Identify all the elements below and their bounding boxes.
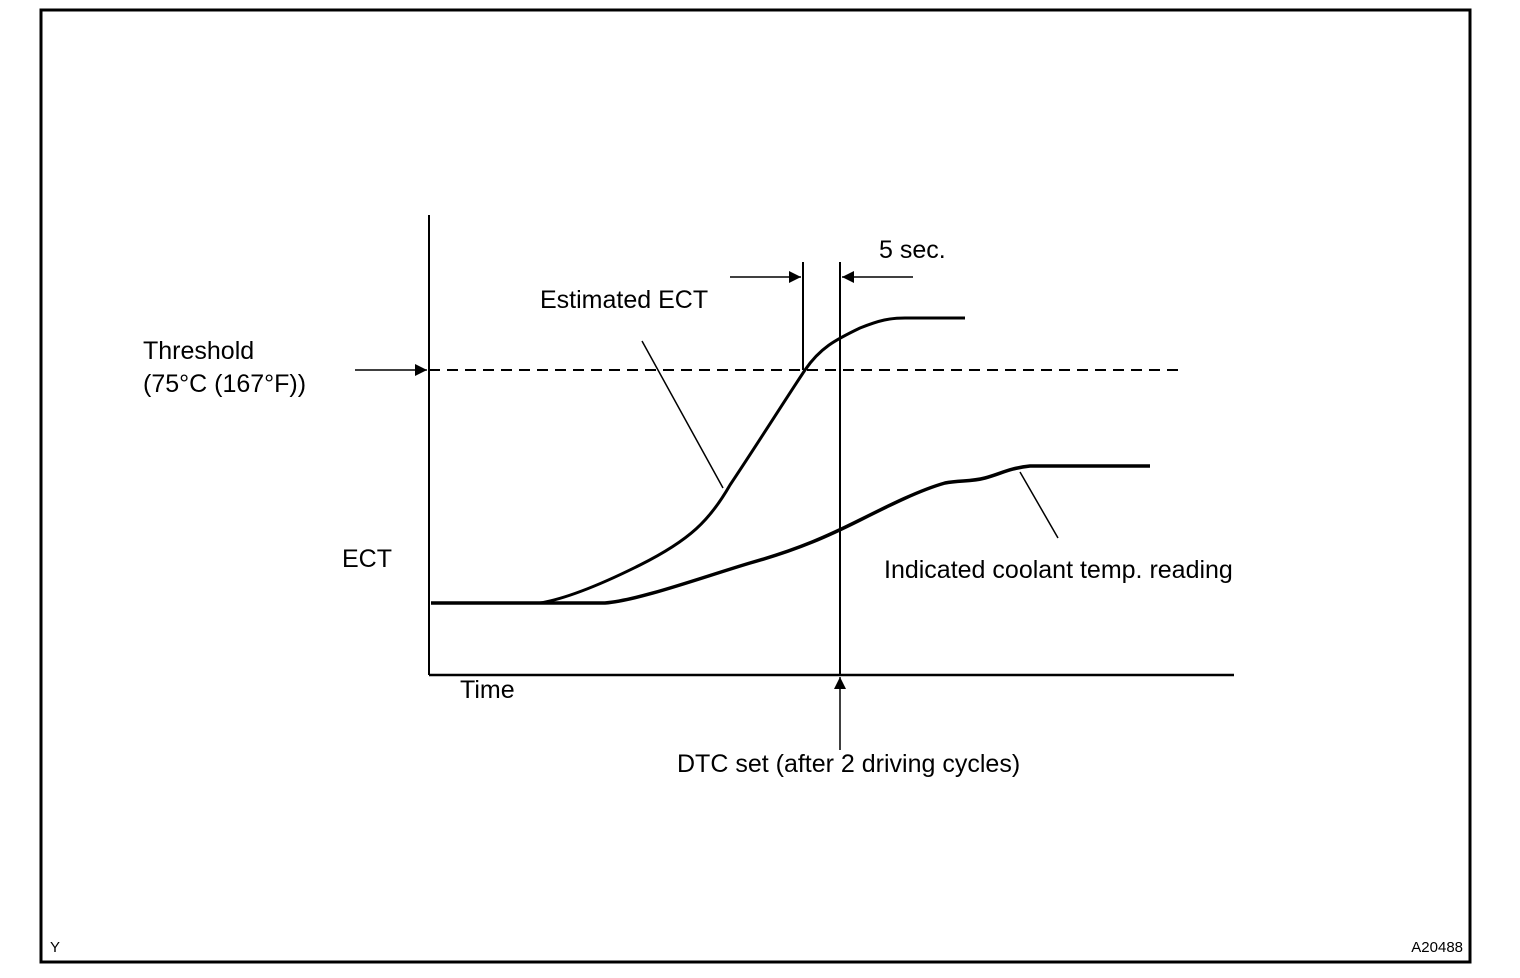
indicated-leader bbox=[1019, 471, 1059, 539]
figure-frame bbox=[39, 8, 1472, 964]
y-axis-label: ECT bbox=[342, 545, 392, 573]
estimated-ect-leader bbox=[641, 340, 724, 489]
estimated-ect-label: Estimated ECT bbox=[540, 286, 708, 314]
threshold-label-line2: (75°C (167°F)) bbox=[143, 370, 306, 398]
indicated-coolant-label: Indicated coolant temp. reading bbox=[884, 556, 1233, 584]
x-axis-label: Time bbox=[460, 676, 515, 704]
estimated-ect-curve bbox=[431, 316, 965, 605]
corner-letter: Y bbox=[50, 939, 60, 956]
delay-label: 5 sec. bbox=[879, 236, 946, 264]
indicated-coolant-curve bbox=[431, 464, 1150, 605]
dtc-set-label: DTC set (after 2 driving cycles) bbox=[677, 750, 1020, 778]
figure-id: A20488 bbox=[1411, 939, 1463, 956]
threshold-label-line1: Threshold bbox=[143, 337, 254, 365]
